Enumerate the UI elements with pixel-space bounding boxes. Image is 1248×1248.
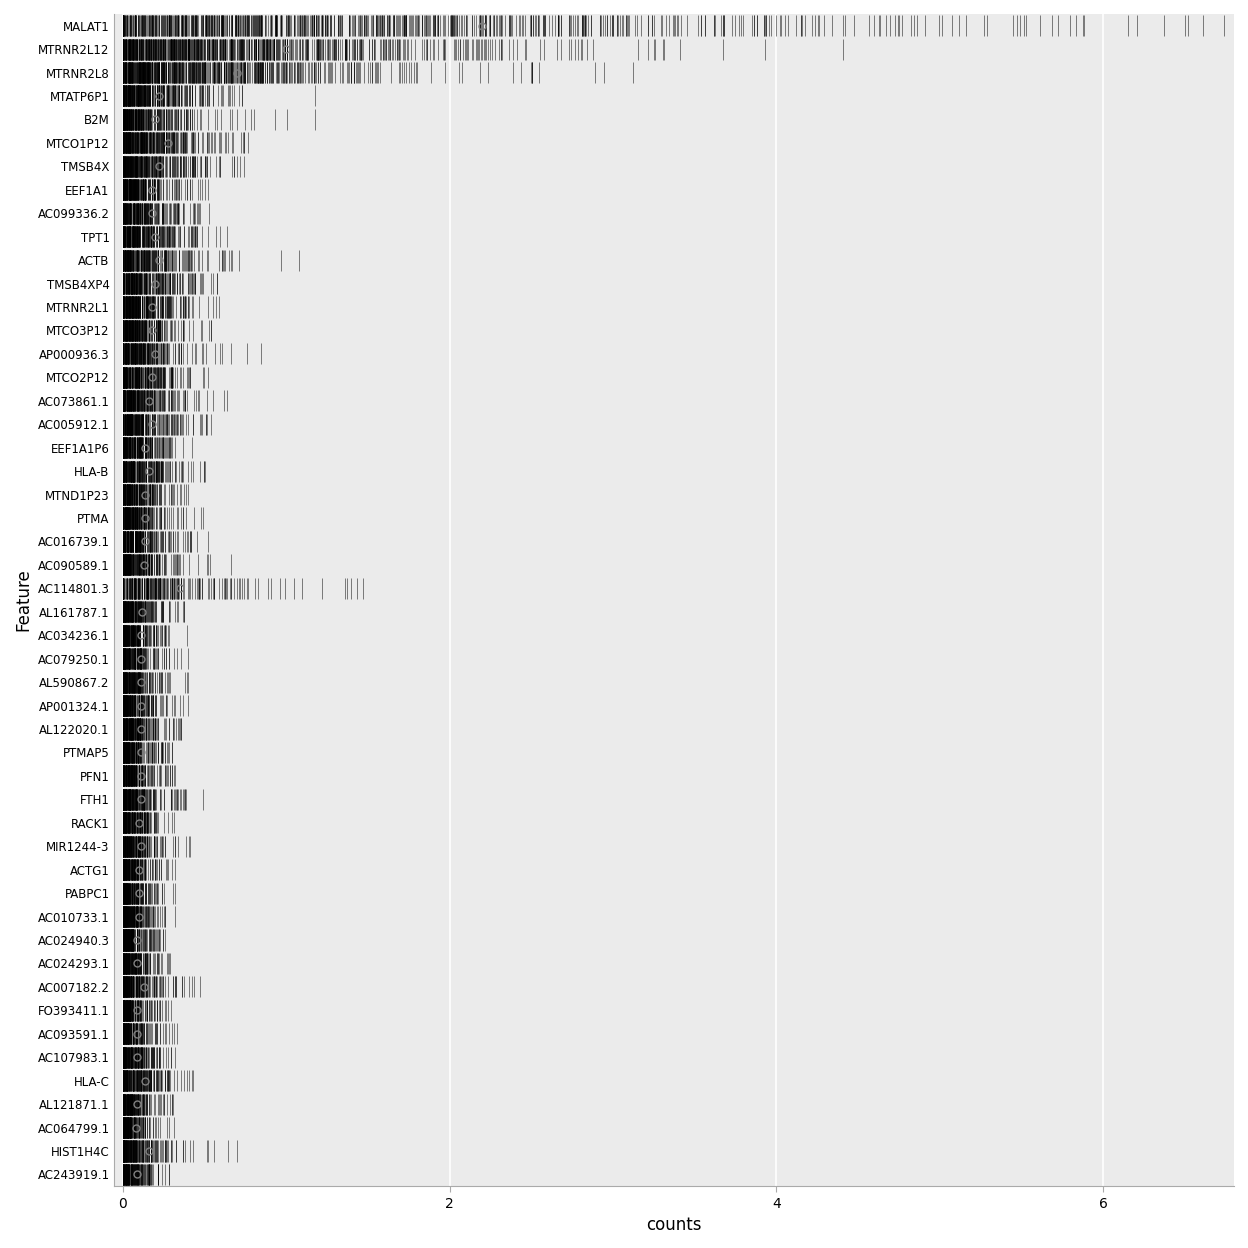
X-axis label: counts: counts (646, 1216, 703, 1234)
Y-axis label: Feature: Feature (14, 569, 32, 631)
